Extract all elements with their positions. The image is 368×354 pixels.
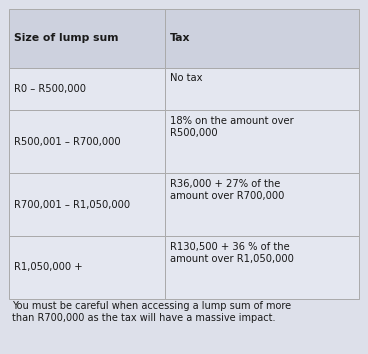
Bar: [165, 68, 359, 110]
Text: No tax: No tax: [170, 73, 202, 83]
Text: Tax: Tax: [170, 33, 190, 43]
Text: R1,050,000 +: R1,050,000 +: [14, 262, 82, 273]
Bar: [9, 173, 165, 236]
Bar: [9, 9, 165, 68]
Text: R500,001 – R700,000: R500,001 – R700,000: [14, 137, 121, 147]
Bar: [165, 173, 359, 236]
Text: R700,001 – R1,050,000: R700,001 – R1,050,000: [14, 200, 130, 210]
Bar: [9, 68, 165, 110]
Text: You must be careful when accessing a lump sum of more
than R700,000 as the tax w: You must be careful when accessing a lum…: [12, 301, 291, 324]
Bar: [165, 236, 359, 299]
Text: Size of lump sum: Size of lump sum: [14, 33, 118, 43]
Bar: [165, 110, 359, 173]
Bar: [9, 110, 165, 173]
Text: R36,000 + 27% of the
amount over R700,000: R36,000 + 27% of the amount over R700,00…: [170, 179, 284, 201]
Text: 18% on the amount over
R500,000: 18% on the amount over R500,000: [170, 116, 293, 138]
Bar: [9, 236, 165, 299]
Text: R130,500 + 36 % of the
amount over R1,050,000: R130,500 + 36 % of the amount over R1,05…: [170, 242, 293, 264]
Bar: [165, 9, 359, 68]
Text: R0 – R500,000: R0 – R500,000: [14, 84, 86, 94]
